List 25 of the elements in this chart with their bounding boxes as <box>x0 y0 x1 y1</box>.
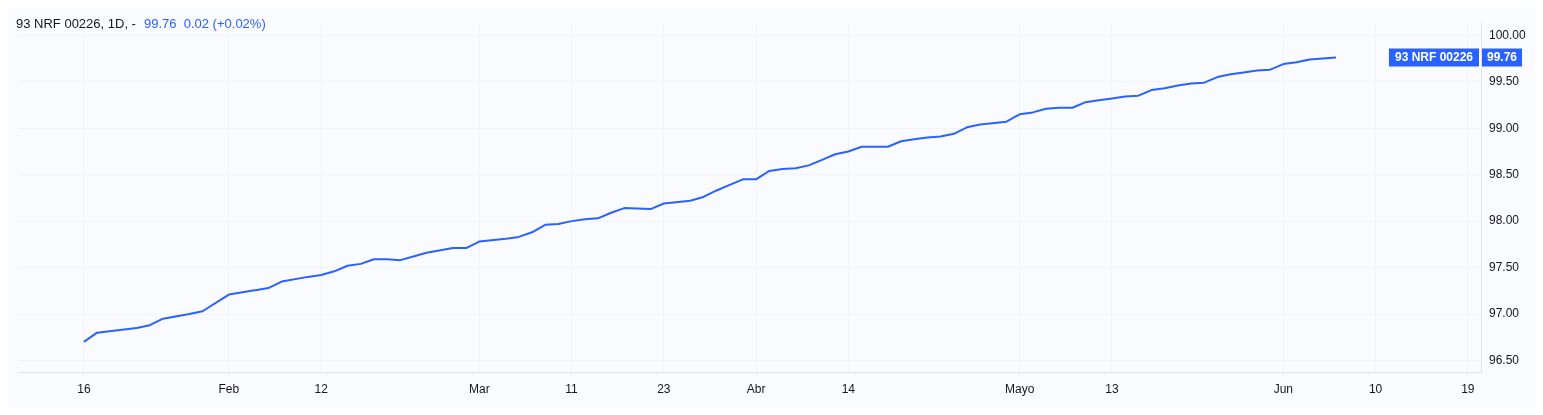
x-tick-label: Feb <box>218 382 240 397</box>
y-tick-label: 98.00 <box>1489 213 1520 228</box>
y-tick-label: 100.00 <box>1489 27 1527 42</box>
y-tick-label: 97.50 <box>1489 259 1520 274</box>
y-tick-label: 96.50 <box>1489 352 1520 367</box>
x-tick-label: Jun <box>1273 382 1293 397</box>
x-tick-label: 10 <box>1368 382 1383 397</box>
text: 99.76 <box>1487 49 1518 64</box>
x-tick-label: 16 <box>77 382 91 397</box>
x-tick-label: 14 <box>841 382 856 397</box>
x-tick-label: Mayo <box>1005 382 1035 397</box>
y-tick-label: 99.50 <box>1489 74 1520 89</box>
chart-subtitle: 99.76 0.02 (+0.02%) <box>143 15 266 31</box>
y-tick-label: 99.00 <box>1489 120 1520 135</box>
x-tick-label: Abr <box>746 382 766 397</box>
y-tick-label: 98.50 <box>1489 166 1520 181</box>
chart-title: 93 NRF 00226, 1D, - <box>16 15 136 31</box>
legend-label: 93 NRF 00226 <box>1394 49 1474 64</box>
y-tick-label: 97.00 <box>1489 306 1520 321</box>
x-tick-label: 13 <box>1105 382 1119 397</box>
x-tick-label: 11 <box>565 382 579 397</box>
x-tick-label: 23 <box>657 382 671 397</box>
x-tick-label: Mar <box>468 382 490 397</box>
x-tick-label: 12 <box>314 382 329 397</box>
x-tick-label: 19 <box>1461 382 1475 397</box>
